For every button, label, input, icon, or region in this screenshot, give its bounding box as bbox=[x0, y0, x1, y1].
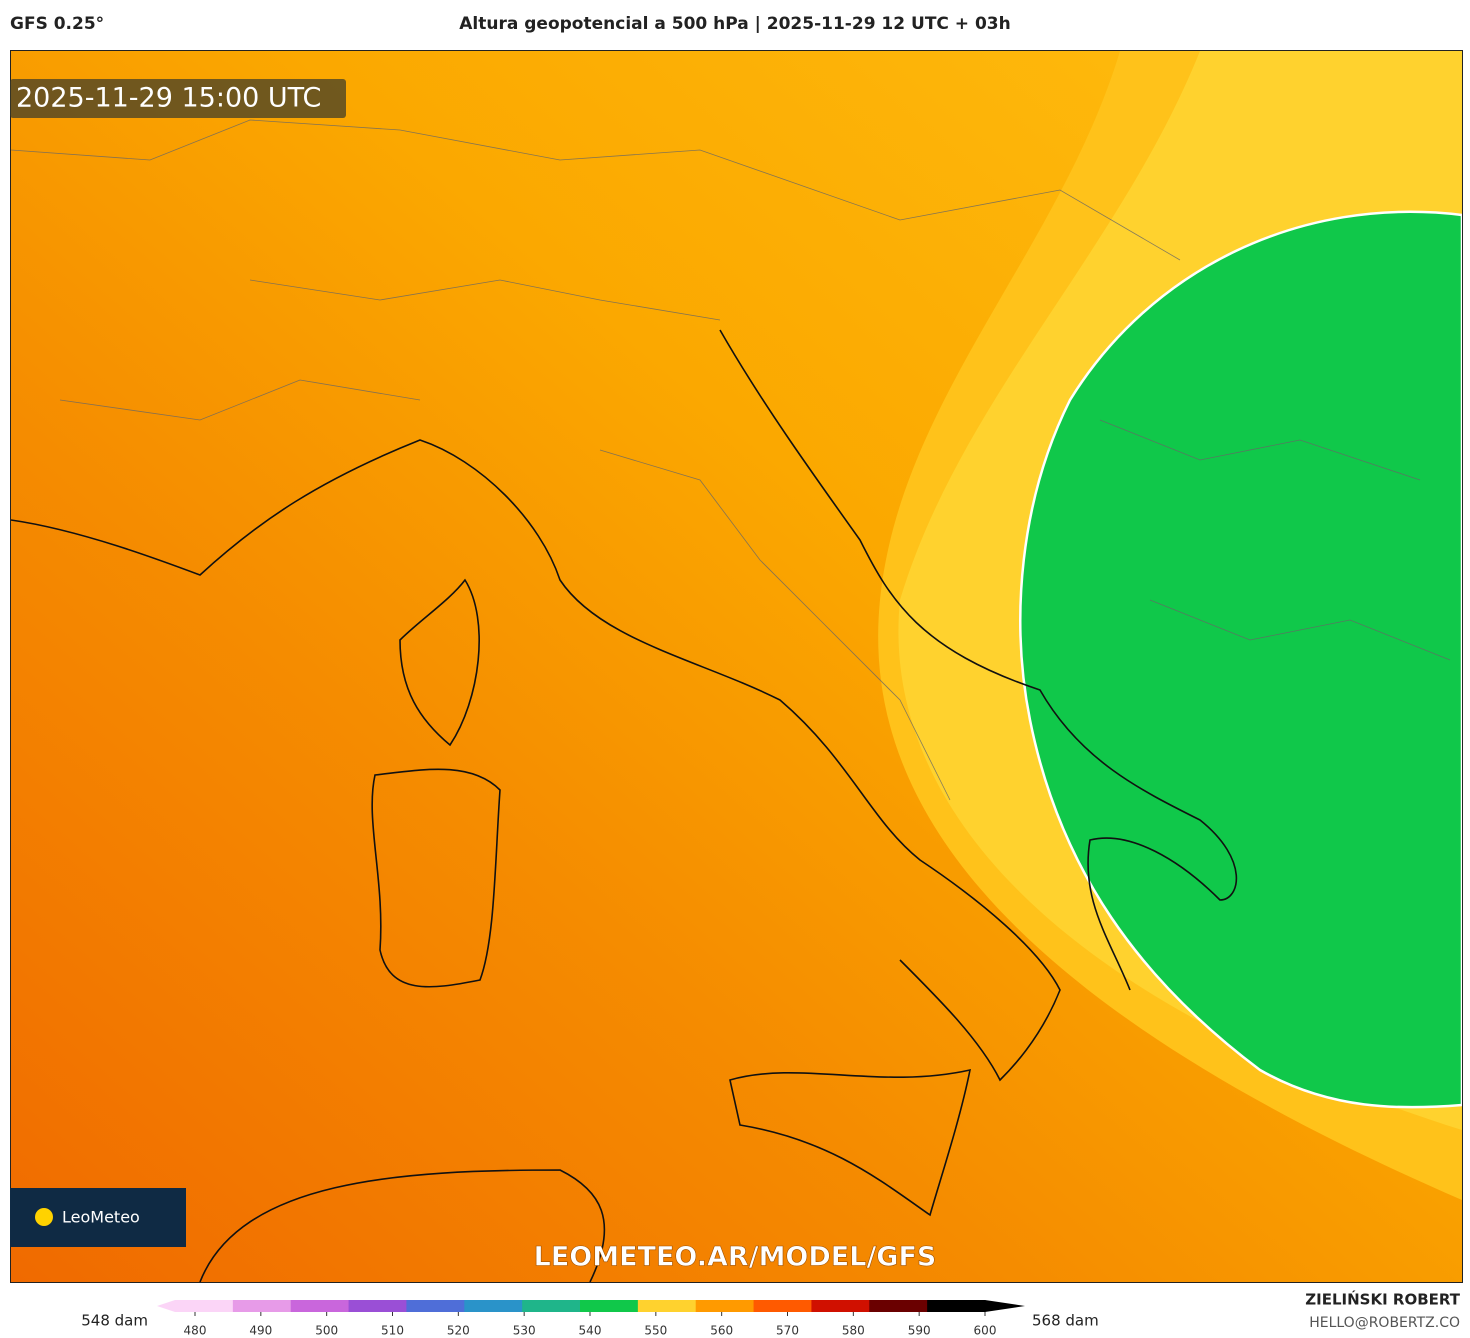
colorbar-tick-label: 490 bbox=[249, 1324, 272, 1338]
colorbar-segment bbox=[811, 1300, 870, 1312]
coastlines bbox=[11, 329, 1238, 1282]
timestamp-box bbox=[10, 79, 346, 118]
logo-sun bbox=[35, 1208, 53, 1226]
colorbar-segment bbox=[232, 1300, 292, 1312]
author: ZIELIŃSKI ROBERT bbox=[1305, 1290, 1460, 1309]
colorbar-tick-label: 570 bbox=[776, 1324, 799, 1338]
colorbar-min-label: 548 dam bbox=[81, 1312, 148, 1330]
colorbar-tick-label: 510 bbox=[381, 1324, 404, 1338]
borders bbox=[11, 119, 1451, 801]
colorbar-arrow bbox=[157, 1300, 175, 1312]
map-area bbox=[11, 51, 1462, 1282]
colorbar-segment bbox=[348, 1300, 407, 1312]
colorbar-tick-label: 540 bbox=[579, 1324, 602, 1338]
colorbar-tick-label: 580 bbox=[842, 1324, 865, 1338]
colorbar-segment bbox=[637, 1300, 697, 1312]
timestamp: 2025-11-29 15:00 UTC bbox=[16, 83, 321, 114]
colorbar-segment bbox=[869, 1300, 928, 1312]
logo-text: LeoMeteo bbox=[62, 1208, 140, 1227]
colorbar: 480 490 500 510 520 530 540 550 560 570 580 590 600 bbox=[157, 1300, 1025, 1338]
colorbar-segment bbox=[580, 1300, 639, 1312]
colorbar-segment bbox=[175, 1300, 234, 1312]
colorbar-segment bbox=[522, 1300, 581, 1312]
map-title: Altura geopotencial a 500 hPa | 2025-11-… bbox=[459, 14, 1011, 34]
colorbar-segment bbox=[695, 1300, 755, 1312]
model-label: GFS 0.25° bbox=[10, 14, 105, 34]
colorbar-tick-label: 550 bbox=[644, 1324, 667, 1338]
colorbar-arrow bbox=[985, 1300, 1025, 1312]
colorbar-segment bbox=[290, 1300, 350, 1312]
author-email: HELLO@ROBERTZ.CO bbox=[1309, 1315, 1460, 1331]
colorbar-segment bbox=[406, 1300, 465, 1312]
height-contour-area bbox=[1019, 210, 1462, 1109]
colorbar-max-label: 568 dam bbox=[1032, 1312, 1099, 1330]
colorbar-tick-label: 500 bbox=[315, 1324, 338, 1338]
watermark: LEOMETEO.AR/MODEL/GFS bbox=[534, 1242, 937, 1273]
colorbar-tick-label: 530 bbox=[513, 1324, 536, 1338]
colorbar-tick-label: 560 bbox=[710, 1324, 733, 1338]
colorbar-tick-label: 590 bbox=[908, 1324, 931, 1338]
colorbar-segment bbox=[753, 1300, 812, 1312]
colorbar-segment bbox=[464, 1300, 523, 1312]
colorbar-segment bbox=[927, 1300, 986, 1312]
colorbar-tick-label: 600 bbox=[974, 1324, 997, 1338]
map-frame bbox=[10, 50, 1463, 1283]
colorbar-tick-label: 520 bbox=[447, 1324, 470, 1338]
colorbar-tick-label: 480 bbox=[184, 1324, 207, 1338]
